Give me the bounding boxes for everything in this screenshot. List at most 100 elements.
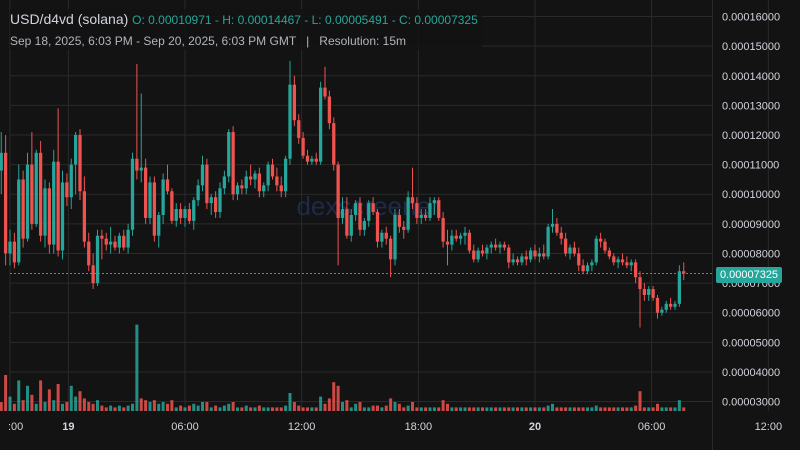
candle xyxy=(550,209,555,233)
candle-body xyxy=(533,250,537,257)
candle-body xyxy=(165,179,170,192)
candle-body xyxy=(305,155,310,162)
candle xyxy=(275,167,279,192)
volume-bar xyxy=(489,407,493,411)
candle-body xyxy=(668,303,673,307)
volume-bar xyxy=(406,405,410,411)
candle-body xyxy=(410,197,415,204)
volume-bar xyxy=(4,375,8,411)
volume-bar xyxy=(586,407,589,411)
candle xyxy=(60,170,65,260)
candle xyxy=(542,244,546,260)
candle-body xyxy=(288,84,292,159)
candle-body xyxy=(581,265,585,272)
volume-bar xyxy=(205,402,209,411)
candle-body xyxy=(340,209,345,218)
candle-body xyxy=(157,214,161,236)
candle xyxy=(52,149,56,254)
candle-body xyxy=(550,223,555,227)
time-tick-label: :00 xyxy=(8,421,23,433)
candle xyxy=(165,164,170,195)
volume-bar xyxy=(249,407,253,411)
volume-bar xyxy=(117,405,121,411)
candle-body xyxy=(130,158,135,230)
volume-bar xyxy=(126,405,130,411)
candle xyxy=(450,229,454,251)
volume-bar xyxy=(0,402,3,411)
volume-bar xyxy=(74,396,78,411)
volume-bar xyxy=(419,407,423,411)
time-tick-label: 06:00 xyxy=(171,421,199,433)
price-axis[interactable]: 0.00016000 0.00015000 0.00014000 0.00013000… xyxy=(722,12,780,409)
candle xyxy=(406,191,410,233)
chart-header: USD/d4vd (solana) O: 0.00010971 - H: 0.0… xyxy=(10,9,482,50)
candle-body xyxy=(266,164,270,186)
candle xyxy=(43,179,47,248)
candle xyxy=(375,209,380,248)
candle-body xyxy=(349,214,353,236)
volume-bar xyxy=(424,407,428,411)
volume-bar xyxy=(275,407,279,411)
time-tick-label: 18:00 xyxy=(405,421,433,433)
time-tick-label: 19 xyxy=(62,421,74,433)
candle-body xyxy=(542,253,546,257)
candle xyxy=(594,235,598,266)
candle xyxy=(283,155,288,198)
volume-bar xyxy=(498,407,502,411)
volume-bar xyxy=(397,403,401,411)
candle xyxy=(174,203,178,227)
candle xyxy=(47,182,52,254)
candle-body xyxy=(677,271,682,304)
volume-bar xyxy=(341,402,344,411)
candle-body xyxy=(673,303,677,307)
candle xyxy=(310,155,314,165)
volume-bar xyxy=(454,407,458,411)
candle-body xyxy=(454,235,458,239)
volume-bar xyxy=(660,407,664,411)
volume-bar xyxy=(621,407,624,411)
candle-body xyxy=(572,247,577,254)
candle-body xyxy=(493,244,498,248)
candle xyxy=(397,209,402,233)
volume-bar xyxy=(376,405,379,411)
candle-body xyxy=(358,203,362,230)
candle xyxy=(323,66,327,100)
volume-bar xyxy=(34,403,38,411)
volume-bar xyxy=(625,407,629,411)
candle-body xyxy=(30,164,34,224)
candle xyxy=(524,250,528,266)
candle xyxy=(498,241,502,254)
candle xyxy=(288,60,292,165)
candle xyxy=(143,158,148,224)
candle xyxy=(187,203,192,224)
candle xyxy=(69,158,73,210)
volume-bar xyxy=(240,407,244,411)
candle-body xyxy=(537,253,542,257)
candle xyxy=(393,209,397,266)
candle-body xyxy=(8,241,12,254)
volume-bar xyxy=(201,402,204,411)
volume-bar xyxy=(450,407,454,411)
candle-body xyxy=(318,87,323,162)
candle-body xyxy=(577,253,581,266)
candle-body xyxy=(108,241,113,245)
candle-body xyxy=(625,262,629,266)
candle-body xyxy=(43,188,47,236)
candle xyxy=(651,286,655,301)
candle-body xyxy=(126,229,130,248)
candle-body xyxy=(489,244,493,248)
candle xyxy=(476,247,480,263)
candle-body xyxy=(371,203,375,213)
candle xyxy=(56,108,60,257)
candle xyxy=(358,197,362,236)
volume-bar xyxy=(516,407,519,411)
candle xyxy=(235,182,240,201)
volume-bar xyxy=(297,405,301,411)
volume-bar xyxy=(288,393,292,411)
candle xyxy=(673,300,677,310)
resolution-label: Resolution: 15m xyxy=(319,34,407,48)
volume-bar xyxy=(222,405,226,411)
candle xyxy=(437,197,441,221)
